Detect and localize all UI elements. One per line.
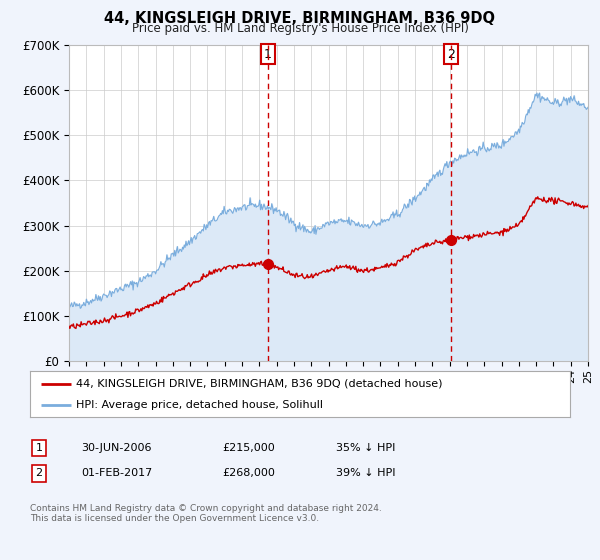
Text: 39% ↓ HPI: 39% ↓ HPI — [336, 468, 395, 478]
Text: 35% ↓ HPI: 35% ↓ HPI — [336, 443, 395, 453]
Text: 44, KINGSLEIGH DRIVE, BIRMINGHAM, B36 9DQ (detached house): 44, KINGSLEIGH DRIVE, BIRMINGHAM, B36 9D… — [76, 379, 442, 389]
Text: 44, KINGSLEIGH DRIVE, BIRMINGHAM, B36 9DQ: 44, KINGSLEIGH DRIVE, BIRMINGHAM, B36 9D… — [104, 11, 496, 26]
Text: Price paid vs. HM Land Registry's House Price Index (HPI): Price paid vs. HM Land Registry's House … — [131, 22, 469, 35]
Text: £215,000: £215,000 — [222, 443, 275, 453]
Text: 2: 2 — [35, 468, 43, 478]
Text: 01-FEB-2017: 01-FEB-2017 — [81, 468, 152, 478]
Text: HPI: Average price, detached house, Solihull: HPI: Average price, detached house, Soli… — [76, 400, 323, 410]
Text: £268,000: £268,000 — [222, 468, 275, 478]
Text: 1: 1 — [264, 48, 272, 60]
Text: 30-JUN-2006: 30-JUN-2006 — [81, 443, 151, 453]
Text: This data is licensed under the Open Government Licence v3.0.: This data is licensed under the Open Gov… — [30, 514, 319, 523]
Text: 1: 1 — [35, 443, 43, 453]
Text: 2: 2 — [447, 48, 455, 60]
Text: Contains HM Land Registry data © Crown copyright and database right 2024.: Contains HM Land Registry data © Crown c… — [30, 504, 382, 513]
